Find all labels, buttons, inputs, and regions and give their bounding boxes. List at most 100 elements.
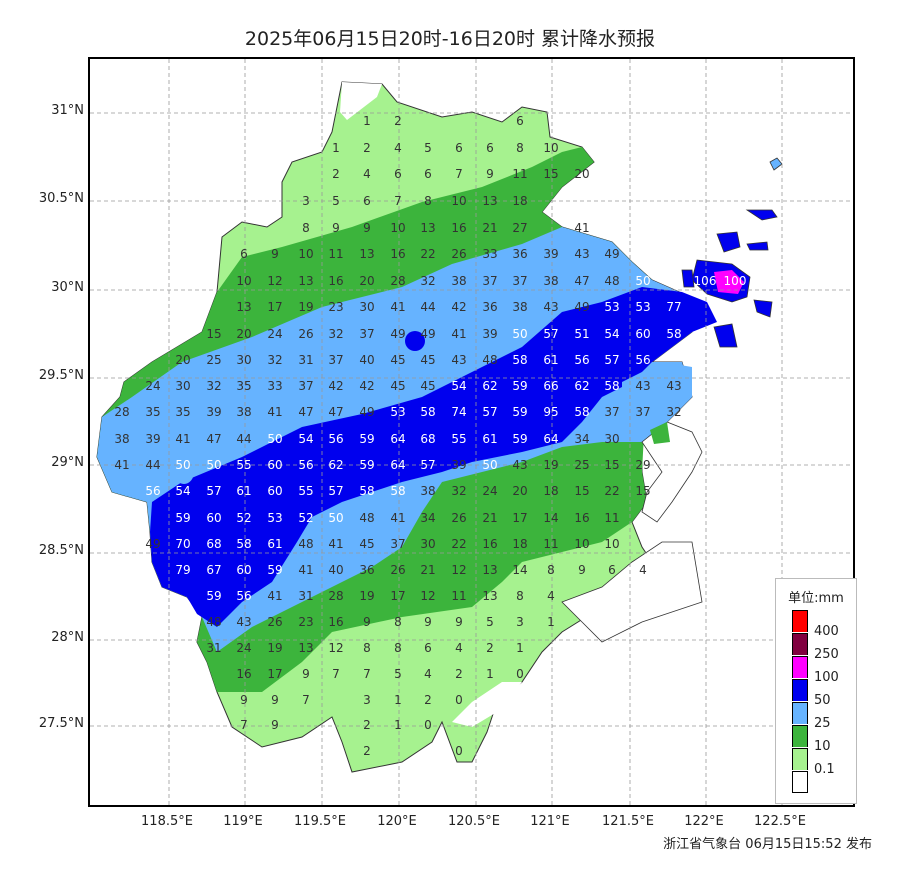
grid-value: 27 [512, 221, 527, 235]
grid-value: 2 [455, 667, 463, 681]
grid-value: 43 [543, 300, 558, 314]
grid-value: 38 [512, 300, 527, 314]
grid-value: 41 [328, 537, 343, 551]
grid-value: 6 [394, 167, 402, 181]
grid-value: 50 [328, 511, 343, 525]
grid-value: 66 [543, 379, 558, 393]
grid-value: 9 [486, 167, 494, 181]
grid-value: 59 [512, 379, 527, 393]
grid-value: 30 [604, 432, 619, 446]
grid-value: 7 [455, 167, 463, 181]
grid-value: 5 [424, 141, 432, 155]
grid-value: 59 [359, 432, 374, 446]
grid-value: 39 [206, 405, 221, 419]
grid-value: 37 [482, 274, 497, 288]
grid-value: 50 [482, 458, 497, 472]
grid-value: 20 [574, 167, 589, 181]
grid-value: 57 [206, 484, 221, 498]
grid-value: 35 [145, 405, 160, 419]
grid-value: 54 [451, 379, 466, 393]
grid-value: 13 [482, 194, 497, 208]
grid-value: 2 [363, 744, 371, 758]
grid-value: 21 [482, 221, 497, 235]
grid-value: 57 [328, 484, 343, 498]
grid-value: 64 [390, 458, 405, 472]
grid-value: 33 [267, 379, 282, 393]
grid-value: 31 [298, 353, 313, 367]
grid-value: 13 [298, 641, 313, 655]
grid-value: 32 [420, 274, 435, 288]
grid-value: 30 [175, 379, 190, 393]
grid-value: 16 [574, 511, 589, 525]
grid-value: 37 [390, 537, 405, 551]
grid-value: 59 [206, 589, 221, 603]
precipitation-map: 1 2 61 2 4 5 6 6 8 102 4 6 6 7 9 11 15 203 5 6 7 8 10 13 188 9 9 10… [90, 59, 853, 805]
grid-value: 10 [451, 194, 466, 208]
grid-value: 26 [298, 327, 313, 341]
map-frame: 1 2 6 1 2 4 5 6 6 8 10 2 4 6 6 7 9 11 15 20 3 5 6 7 8 10 13 18 8 9 9 10… [88, 57, 855, 807]
grid-value: 51 [574, 327, 589, 341]
grid-value: 10 [236, 274, 251, 288]
grid-value: 52 [236, 511, 251, 525]
grid-value: 60 [206, 511, 221, 525]
grid-value: 41 [267, 405, 282, 419]
grid-value: 28 [328, 589, 343, 603]
grid-value: 37 [604, 405, 619, 419]
grid-value: 44 [236, 432, 251, 446]
legend-swatch [792, 725, 808, 747]
legend-swatch [792, 610, 808, 632]
grid-value: 49 [145, 537, 160, 551]
grid-value: 41 [114, 458, 129, 472]
grid-value: 1 [332, 141, 340, 155]
grid-value: 9 [424, 615, 432, 629]
grid-value: 18 [512, 537, 527, 551]
grid-value: 55 [236, 458, 251, 472]
grid-value: 4 [639, 563, 647, 577]
grid-value: 48 [482, 353, 497, 367]
grid-value: 6 [455, 141, 463, 155]
grid-value: 24 [236, 641, 251, 655]
grid-value: 1 [516, 641, 524, 655]
legend-swatch [792, 748, 808, 770]
grid-value: 42 [328, 379, 343, 393]
grid-value: 38 [236, 405, 251, 419]
y-tick-label: 29°N [51, 455, 84, 470]
grid-value: 2 [363, 718, 371, 732]
grid-value: 26 [390, 563, 405, 577]
grid-value: 9 [455, 615, 463, 629]
grid-value: 28 [114, 405, 129, 419]
x-tick-label: 121°E [530, 814, 570, 829]
grid-value: 34 [574, 432, 589, 446]
grid-value: 6 [516, 114, 524, 128]
grid-value: 58 [236, 537, 251, 551]
grid-value: 36 [359, 563, 374, 577]
grid-value: 0 [455, 744, 463, 758]
grid-value: 61 [482, 432, 497, 446]
grid-value: 56 [635, 353, 650, 367]
grid-value: 7 [363, 667, 371, 681]
grid-value: 5 [486, 615, 494, 629]
grid-value: 22 [451, 537, 466, 551]
grid-value: 59 [267, 563, 282, 577]
grid-value: 9 [363, 615, 371, 629]
grid-value: 11 [512, 167, 527, 181]
grid-value: 56 [298, 458, 313, 472]
grid-value: 10 [390, 221, 405, 235]
grid-value: 31 [206, 641, 221, 655]
grid-value: 62 [574, 379, 589, 393]
grid-value: 41 [267, 589, 282, 603]
grid-value: 4 [363, 167, 371, 181]
grid-value: 16 [328, 274, 343, 288]
grid-value: 8 [516, 141, 524, 155]
grid-value: 53 [635, 300, 650, 314]
grid-value: 49 [604, 247, 619, 261]
grid-value: 5 [394, 667, 402, 681]
grid-value: 47 [298, 405, 313, 419]
grid-value: 9 [271, 718, 279, 732]
grid-value: 36 [482, 300, 497, 314]
grid-value: 20 [359, 274, 374, 288]
grid-value: 33 [482, 247, 497, 261]
grid-value: 48 [604, 274, 619, 288]
grid-value: 53 [390, 405, 405, 419]
grid-value: 21 [482, 511, 497, 525]
